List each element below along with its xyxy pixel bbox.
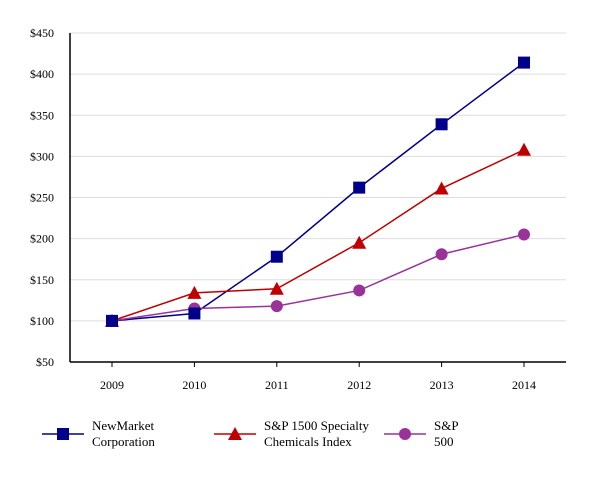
legend-label-newmarket-line1: NewMarket (92, 418, 155, 433)
legend-label-newmarket-line2: Corporation (92, 434, 155, 449)
series-2-point (353, 284, 366, 297)
legend-swatch-sp500 (384, 428, 426, 440)
x-tick-label: 2013 (430, 378, 454, 392)
x-tick-label: 2009 (100, 378, 124, 392)
series-1-point (352, 235, 367, 249)
series-1-point (269, 281, 284, 295)
series-0-point (353, 181, 366, 194)
legend-swatch-marker (57, 428, 69, 440)
series-2-point (270, 300, 283, 313)
y-tick-label: $100 (30, 314, 54, 328)
x-tick-label: 2010 (182, 378, 206, 392)
legend-swatch-marker (228, 427, 242, 440)
series-2-point (518, 228, 530, 241)
legend-swatch-newmarket (42, 428, 84, 440)
y-tick-label: $350 (30, 108, 54, 122)
series-0-point (435, 118, 448, 131)
y-tick-label: $150 (30, 273, 54, 287)
y-tick-label: $50 (36, 355, 54, 369)
legend-label-sp500-line2: 500 (434, 434, 454, 449)
chart: $50 $100 $150 $200 $250 $300 $350 $400 $450 2009 2… (30, 26, 566, 392)
legend-label-specialty-chemicals-line1: S&P 1500 Specialty (264, 418, 369, 433)
y-tick-label: $250 (30, 191, 54, 205)
legend-item-newmarket: NewMarket Corporation (42, 418, 192, 458)
legend-swatch-specialty-chemicals (214, 427, 256, 440)
y-tick-label: $400 (30, 67, 54, 81)
series-line-1 (111, 149, 525, 322)
series-0-point (106, 314, 118, 327)
y-tick-label: $450 (30, 26, 54, 40)
x-tick-label: 2012 (347, 378, 371, 392)
series-1-point (517, 142, 531, 156)
series-line-0 (111, 62, 525, 322)
series-line-2 (111, 233, 525, 322)
legend-item-specialty-chemicals: S&P 1500 Specialty Chemicals Index (214, 418, 384, 458)
legend-swatch-marker (399, 428, 411, 440)
series-1-point (187, 285, 202, 299)
y-tick-label: $200 (30, 232, 54, 246)
series-0-point (188, 307, 201, 320)
y-tick-label: $300 (30, 149, 54, 163)
legend: NewMarket Corporation S&P 1500 Specialty… (0, 418, 598, 468)
legend-label-specialty-chemicals-line2: Chemicals Index (264, 434, 352, 449)
legend-item-sp500: S&P 500 (384, 418, 494, 458)
series-1-point (434, 181, 449, 195)
legend-label-sp500-line1: S&P (434, 418, 459, 433)
x-tick-label: 2011 (265, 378, 289, 392)
series-2-point (435, 248, 448, 261)
series-0-point (518, 56, 530, 69)
x-tick-label: 2014 (512, 378, 536, 392)
series-0-point (270, 250, 283, 263)
